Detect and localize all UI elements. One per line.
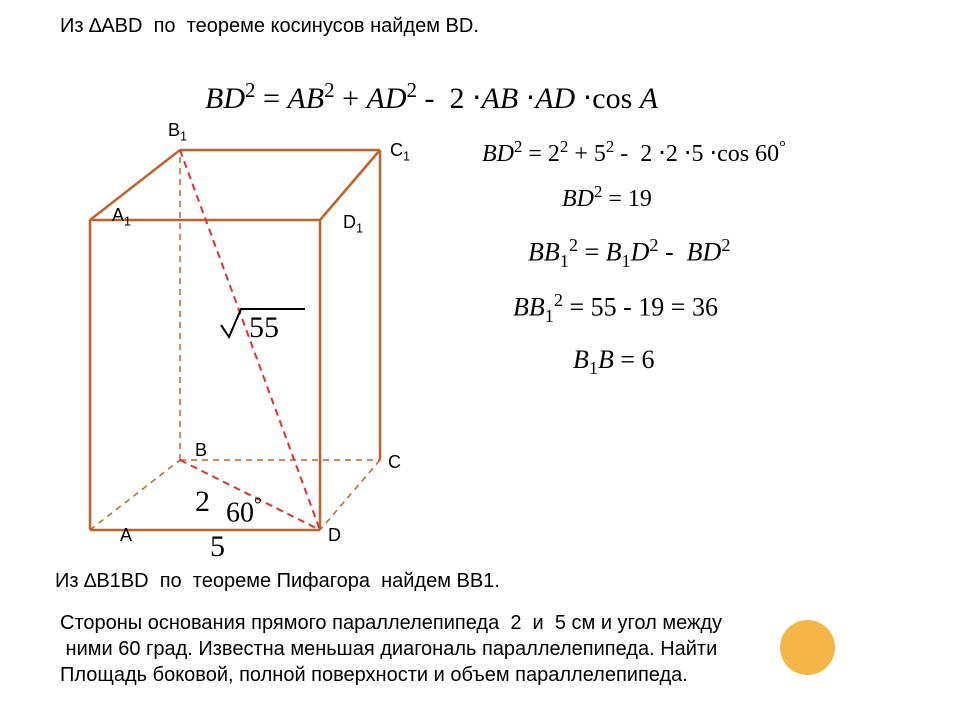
- vertex-b1: В1: [168, 120, 187, 144]
- vertex-b: В: [195, 440, 207, 461]
- vertex-d: D: [328, 525, 341, 546]
- intro-bottom: Из ∆В1ВD по теореме Пифагора найдем BB1.: [55, 570, 500, 593]
- edge-value-2: 2: [195, 485, 210, 519]
- vertex-a1: А1: [112, 205, 131, 229]
- equation-b1b-result: B1B = 6: [560, 315, 655, 379]
- accent-circle-icon: [780, 620, 835, 675]
- edge-value-5: 5: [210, 530, 225, 564]
- problem-text: Стороны основания прямого параллелепипед…: [60, 610, 722, 688]
- sqrt-55: 55: [210, 285, 309, 350]
- vertex-c: С: [388, 452, 401, 473]
- vertex-a: А: [120, 525, 132, 546]
- svg-text:55: 55: [249, 311, 279, 344]
- intro-top: Из ∆АВD по теореме косинусов найдем BD.: [60, 15, 479, 38]
- angle-60: 60°: [226, 495, 262, 529]
- vertex-c1: С1: [390, 140, 410, 164]
- vertex-d1: D1: [343, 212, 363, 236]
